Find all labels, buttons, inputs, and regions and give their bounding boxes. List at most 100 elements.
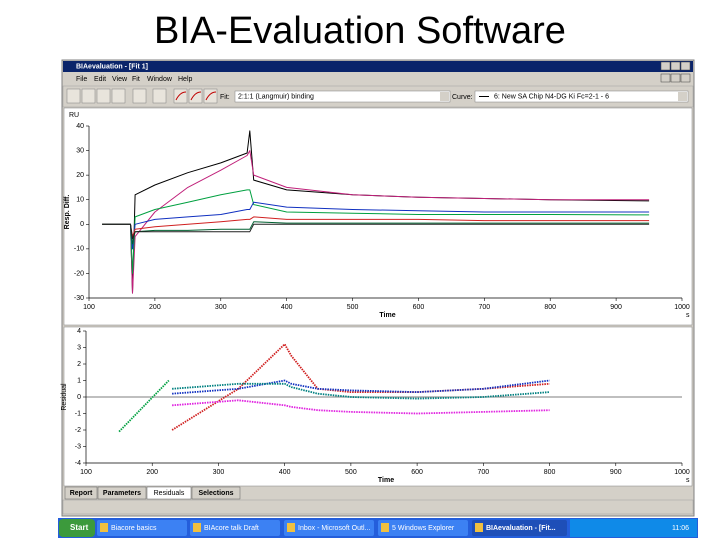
tab-label: Selections [198,490,233,497]
maximize-button[interactable] [670,61,681,71]
y-tick-label: -30 [74,295,84,302]
menu-item[interactable]: Help [178,76,193,83]
task-label: BIAcore talk Draft [204,525,259,532]
task-button[interactable] [378,520,468,536]
y-tick-label: 40 [76,123,84,130]
taskbar-items: Biacore basics BIAcore talk Draft Inbox - … [97,520,567,536]
y-tick-label: -3 [75,443,81,450]
data-line [102,223,650,240]
x-tick-label: 800 [544,469,556,476]
x-tick-label: 200 [146,469,158,476]
tab-label: Parameters [103,490,141,497]
x-tick-label: 600 [413,304,425,311]
tab[interactable] [64,486,98,500]
data-line [102,221,650,245]
tab-label: Residuals [154,490,185,497]
tool-glyphs [175,91,217,101]
menu-item[interactable]: Edit [94,76,106,83]
task-icon [193,523,201,532]
x-tick-label: 700 [477,469,489,476]
x-unit: s [686,477,690,484]
menu-item[interactable]: Window [147,76,173,83]
x-tick-label: 300 [213,469,225,476]
x-tick-label: 700 [478,304,490,311]
tool-button[interactable] [203,88,218,104]
x-tick-label: 400 [281,304,293,311]
data-line [102,150,650,294]
child-minimize[interactable] [660,73,671,83]
task-button[interactable] [284,520,374,536]
y-tick-label: 30 [76,147,84,154]
slide-title: BIA-Evaluation Software [154,10,566,52]
x-tick-label: 100 [83,304,95,311]
y-tick-label: 1 [77,377,81,384]
menu-item[interactable]: View [112,76,128,83]
tool-button[interactable] [132,88,147,104]
x-unit: s [686,312,690,319]
y-tick-label: -2 [75,427,81,434]
data-line [172,399,550,415]
task-button[interactable] [472,520,567,536]
task-label: Inbox - Microsoft Outl... [298,525,370,532]
x-axis-label: Time [378,477,394,484]
tab-label: Report [70,490,93,497]
tool-button[interactable] [111,88,126,104]
menu-item[interactable]: Fit [132,76,140,83]
x-tick-label: 800 [544,304,556,311]
toolbar-icons [66,88,218,104]
task-icon [287,523,295,532]
tool-button[interactable] [152,88,167,104]
window-title: BIAevaluation - [Fit 1] [76,63,148,70]
curve-value: 6: New SA Chip N4-DG Ki Fc=2-1 - 6 [494,93,609,100]
fit-dropdown[interactable] [234,90,451,103]
title-bar [63,61,693,72]
y-tick-label: 3 [77,344,81,351]
x-tick-label: 1000 [674,304,690,311]
task-button[interactable] [97,520,187,536]
x-tick-label: 500 [345,469,357,476]
y-tick-label: 0 [80,221,84,228]
y-tick-label: -20 [74,270,84,277]
x-tick-label: 600 [411,469,423,476]
task-label: 5 Windows Explorer [392,525,455,532]
dropdown-arrow[interactable] [440,92,449,101]
child-restore[interactable] [670,73,681,83]
curve-label: Curve: [452,94,473,101]
x-tick-label: 500 [347,304,359,311]
tool-button[interactable] [173,88,188,104]
start-button[interactable] [59,519,95,537]
y-unit: RU [69,112,79,119]
task-icon [100,523,108,532]
start-label: Start [70,523,89,532]
tab[interactable] [97,486,147,500]
tab[interactable] [191,486,241,500]
tab[interactable] [146,486,192,500]
tool-button[interactable] [66,88,81,104]
tool-button[interactable] [96,88,111,104]
x-axis-label: Time [379,312,395,319]
menu-item[interactable]: File [76,76,87,83]
close-button[interactable] [680,61,691,71]
system-tray [570,519,697,537]
tool-button[interactable] [188,88,203,104]
x-tick-label: 900 [610,304,622,311]
fit-value: 2:1:1 (Langmuir) binding [238,93,314,100]
dropdown-arrow[interactable] [678,92,687,101]
y-tick-label: 20 [76,172,84,179]
x-tick-label: 200 [149,304,161,311]
child-close[interactable] [680,73,691,83]
task-button[interactable] [190,520,280,536]
tab-bar: Report Parameters Residuals Selections [64,486,241,500]
y-tick-label: -1 [75,410,81,417]
task-icon [475,523,483,532]
y-tick-label: 4 [77,328,81,335]
x-tick-label: 1000 [674,469,690,476]
data-line [172,382,550,400]
tool-button[interactable] [81,88,96,104]
x-tick-label: 100 [80,469,92,476]
minimize-button[interactable] [660,61,671,71]
x-tick-label: 400 [279,469,291,476]
curve-dropdown[interactable] [474,90,689,103]
task-icon [381,523,389,532]
